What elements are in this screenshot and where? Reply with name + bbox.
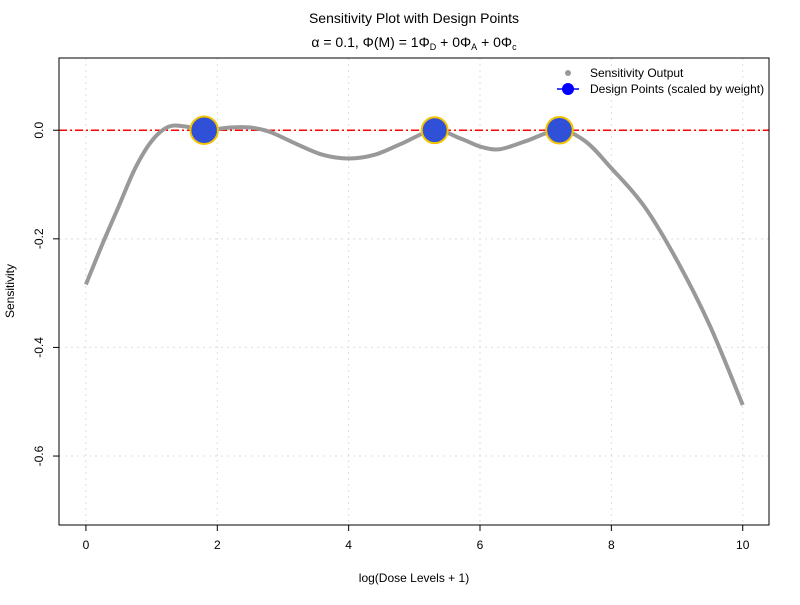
x-tick-label: 10 <box>736 538 750 552</box>
plot-frame <box>58 57 770 526</box>
y-tick-label: -0.4 <box>32 337 46 358</box>
y-tick-label: 0.0 <box>32 122 46 139</box>
legend: Sensitivity Output Design Points (scaled… <box>557 66 764 96</box>
y-tick-label: -0.2 <box>32 228 46 249</box>
x-axis-label: log(Dose Levels + 1) <box>359 571 469 585</box>
chart-subtitle: α = 0.1, Φ(M) = 1ΦD + 0ΦA + 0Φc <box>311 34 517 52</box>
chart-title: Sensitivity Plot with Design Points <box>309 10 519 26</box>
x-tick-label: 4 <box>345 538 352 552</box>
design-point <box>420 116 449 145</box>
legend-design-label: Design Points (scaled by weight) <box>590 82 764 96</box>
x-tick-label: 0 <box>83 538 90 552</box>
x-tick-label: 2 <box>214 538 221 552</box>
design-point <box>189 115 219 145</box>
legend-sensitivity-label: Sensitivity Output <box>590 66 684 80</box>
legend-design-marker <box>562 83 574 95</box>
y-tick-label: -0.6 <box>32 445 46 466</box>
legend-sensitivity-marker <box>565 70 571 76</box>
x-tick-label: 8 <box>608 538 615 552</box>
x-tick-label: 6 <box>477 538 484 552</box>
sensitivity-curve <box>84 123 745 406</box>
y-axis-label: Sensitivity <box>3 264 17 318</box>
design-point <box>545 115 574 145</box>
